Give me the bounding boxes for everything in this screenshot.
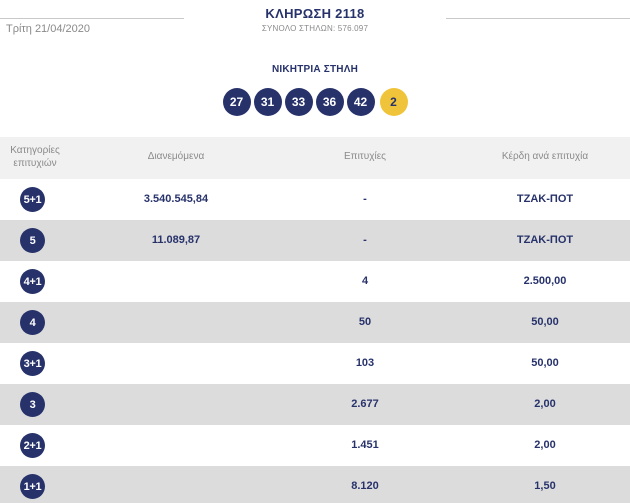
table-row: 5+1 3.540.545,84 - ΤΖΑΚ-ΠΟΤ [0, 179, 630, 220]
category-badge: 2+1 [20, 433, 45, 458]
winners-count: 1.451 [351, 439, 379, 451]
draw-date: Τρίτη 21/04/2020 [6, 23, 90, 35]
table-row: 1+1 8.120 1,50 [0, 466, 630, 503]
header-distributed: Διανεμόμενα [147, 151, 205, 162]
prize-per-winner: 2,00 [534, 398, 556, 410]
prize-per-winner: ΤΖΑΚ-ΠΟΤ [516, 193, 574, 205]
header-winners: Επιτυχίες [344, 151, 386, 162]
prize-per-winner: 50,00 [531, 357, 559, 369]
winners-count: 8.120 [351, 480, 379, 492]
prize-per-winner: 2,00 [534, 439, 556, 451]
winning-column-label: ΝΙΚΗΤΡΙΑ ΣΤΗΛΗ [271, 64, 359, 75]
results-table-header: Κατηγορίες επιτυχιών Διανεμόμενα Επιτυχί… [0, 137, 630, 179]
winners-count: 2.677 [351, 398, 379, 410]
table-row: 4 50 50,00 [0, 302, 630, 343]
winners-count: 50 [358, 316, 372, 328]
winners-count: - [363, 193, 367, 205]
prize-per-winner: 50,00 [531, 316, 559, 328]
draw-title: ΚΛΗΡΩΣΗ 2118 [265, 6, 365, 21]
distributed-amount: 3.540.545,84 [143, 193, 209, 205]
winners-count: 103 [355, 357, 375, 369]
winning-number-ball: 31 [253, 88, 282, 116]
results-table-body: 5+1 3.540.545,84 - ΤΖΑΚ-ΠΟΤ 5 11.089,87 … [0, 179, 630, 503]
draw-header: ΚΛΗΡΩΣΗ 2118 ΣΥΝΟΛΟ ΣΤΗΛΩΝ: 576.097 Τρίτ… [0, 0, 630, 40]
table-row: 5 11.089,87 - ΤΖΑΚ-ΠΟΤ [0, 220, 630, 261]
distributed-amount: 11.089,87 [151, 234, 201, 246]
winners-count: 4 [361, 275, 369, 287]
table-row: 3 2.677 2,00 [0, 384, 630, 425]
category-badge: 3 [20, 392, 45, 417]
header-prize: Κέρδη ανά επιτυχία [501, 151, 589, 162]
table-row: 3+1 103 50,00 [0, 343, 630, 384]
table-row: 4+1 4 2.500,00 [0, 261, 630, 302]
winning-numbers: 27 31 33 36 42 2 [0, 88, 630, 116]
category-badge: 1+1 [20, 474, 45, 499]
prize-per-winner: ΤΖΑΚ-ΠΟΤ [516, 234, 574, 246]
total-columns: ΣΥΝΟΛΟ ΣΤΗΛΩΝ: 576.097 [261, 24, 369, 33]
header-category-line2: επιτυχιών [13, 158, 57, 169]
header-category: Κατηγορίες επιτυχιών [0, 144, 70, 170]
header-category-line1: Κατηγορίες [10, 145, 60, 156]
winners-count: - [363, 234, 367, 246]
category-badge: 4 [20, 310, 45, 335]
category-badge: 5 [20, 228, 45, 253]
winning-number-ball: 27 [222, 88, 251, 116]
header-divider-left [0, 18, 184, 19]
category-badge: 4+1 [20, 269, 45, 294]
category-badge: 3+1 [20, 351, 45, 376]
prize-per-winner: 1,50 [534, 480, 556, 492]
winning-number-ball: 42 [346, 88, 375, 116]
prize-per-winner: 2.500,00 [523, 275, 567, 287]
header-divider-right [446, 18, 630, 19]
joker-number-ball: 2 [379, 88, 408, 116]
winning-number-ball: 36 [315, 88, 344, 116]
category-badge: 5+1 [20, 187, 45, 212]
winning-number-ball: 33 [284, 88, 313, 116]
table-row: 2+1 1.451 2,00 [0, 425, 630, 466]
